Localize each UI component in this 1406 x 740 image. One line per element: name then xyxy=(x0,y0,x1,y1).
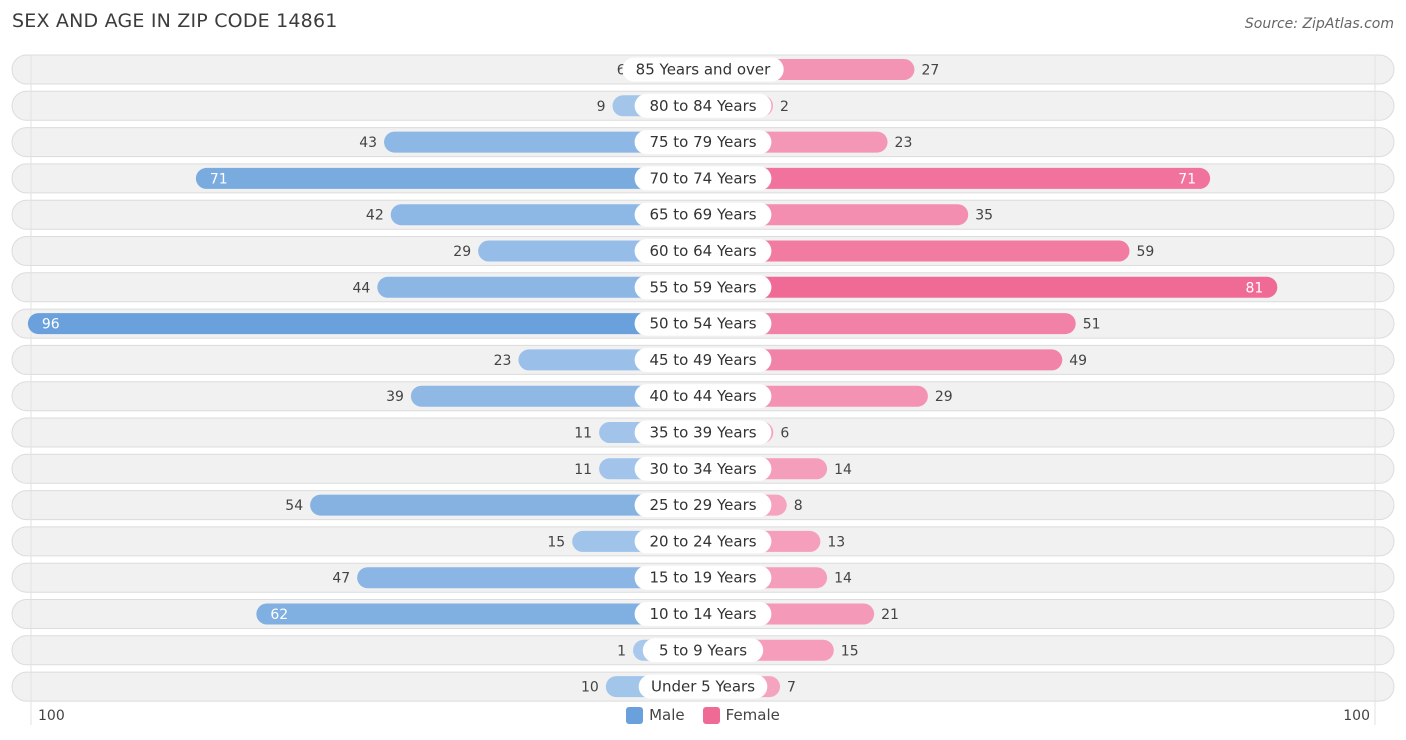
category-pill xyxy=(634,602,772,626)
category-label: 75 to 79 Years xyxy=(649,133,756,151)
category-pill xyxy=(634,239,772,263)
category-pill xyxy=(634,347,772,372)
value-label-male: 44 xyxy=(352,280,370,296)
value-label-female: 35 xyxy=(975,208,993,224)
value-label-male: 42 xyxy=(366,208,384,224)
value-label-female: 59 xyxy=(1136,244,1154,260)
bar-male xyxy=(377,276,703,298)
legend: Male Female xyxy=(0,706,1406,724)
value-label-female: 81 xyxy=(1245,280,1263,296)
category-pill xyxy=(634,311,772,336)
bar-male xyxy=(390,204,703,226)
category-label: Under 5 Years xyxy=(651,678,755,696)
bar-male xyxy=(195,167,703,189)
category-pill xyxy=(642,638,764,663)
value-label-female: 14 xyxy=(834,571,852,587)
legend-label-female: Female xyxy=(725,706,780,724)
value-label-female: 51 xyxy=(1083,317,1101,333)
bar-female xyxy=(703,349,1063,371)
bar-male xyxy=(357,567,703,589)
category-pill xyxy=(634,275,772,300)
legend-item-female: Female xyxy=(702,706,780,724)
bar-male xyxy=(256,603,703,625)
category-label: 45 to 49 Years xyxy=(649,351,756,369)
value-label-female: 7 xyxy=(787,680,796,696)
category-label: 5 to 9 Years xyxy=(659,641,747,659)
value-label-female: 49 xyxy=(1069,353,1087,369)
legend-item-male: Male xyxy=(626,706,685,724)
value-label-male: 9 xyxy=(597,99,606,115)
category-label: 40 to 44 Years xyxy=(649,387,756,405)
value-label-female: 23 xyxy=(895,135,913,151)
value-label-male: 1 xyxy=(617,643,626,659)
value-label-male: 6 xyxy=(617,63,626,79)
value-label-male: 71 xyxy=(210,171,228,187)
category-pill xyxy=(634,493,772,518)
legend-label-male: Male xyxy=(649,706,685,724)
legend-swatch-male xyxy=(626,706,644,724)
category-pill xyxy=(638,674,768,699)
category-label: 20 to 24 Years xyxy=(649,532,756,550)
category-label: 60 to 64 Years xyxy=(649,242,756,260)
category-pill xyxy=(634,565,772,590)
category-pill xyxy=(634,130,772,155)
bar-male xyxy=(27,313,703,335)
value-label-female: 8 xyxy=(794,498,803,514)
bar-male xyxy=(310,494,703,516)
value-label-female: 21 xyxy=(881,607,899,623)
bar-male xyxy=(384,131,703,153)
value-label-male: 23 xyxy=(494,353,512,369)
category-label: 80 to 84 Years xyxy=(649,97,756,115)
value-label-male: 11 xyxy=(574,426,592,442)
bar-male xyxy=(410,385,703,407)
value-label-male: 47 xyxy=(332,571,350,587)
category-pill xyxy=(634,384,772,409)
category-label: 35 to 39 Years xyxy=(649,424,756,442)
value-label-male: 10 xyxy=(581,680,599,696)
category-pill xyxy=(634,202,772,227)
axis-left-label: 100 xyxy=(38,708,65,724)
value-label-male: 62 xyxy=(270,607,288,623)
value-label-female: 29 xyxy=(935,389,953,405)
source-label: Source: ZipAtlas.com xyxy=(1244,16,1394,32)
category-label: 50 to 54 Years xyxy=(649,315,756,333)
category-label: 85 Years and over xyxy=(636,61,771,79)
category-pill xyxy=(634,166,772,191)
category-label: 10 to 14 Years xyxy=(649,605,756,623)
value-label-female: 27 xyxy=(921,63,939,79)
category-pill xyxy=(622,57,784,82)
category-label: 70 to 74 Years xyxy=(649,169,756,187)
value-label-female: 71 xyxy=(1178,171,1196,187)
bar-female xyxy=(703,240,1130,262)
value-label-male: 43 xyxy=(359,135,377,151)
category-pill xyxy=(634,420,772,445)
bar-female xyxy=(703,167,1211,189)
bar-female xyxy=(703,313,1076,335)
legend-swatch-female xyxy=(702,706,720,724)
bar-female xyxy=(703,276,1278,298)
value-label-male: 11 xyxy=(574,462,592,478)
value-label-female: 13 xyxy=(827,534,845,550)
value-label-male: 96 xyxy=(42,317,60,333)
value-label-male: 15 xyxy=(547,534,565,550)
category-pill xyxy=(634,529,772,554)
value-label-female: 15 xyxy=(841,643,859,659)
chart-title: SEX AND AGE IN ZIP CODE 14861 xyxy=(12,10,338,32)
category-label: 15 to 19 Years xyxy=(649,569,756,587)
value-label-male: 54 xyxy=(285,498,303,514)
category-label: 30 to 34 Years xyxy=(649,460,756,478)
category-pill xyxy=(634,93,772,118)
value-label-female: 6 xyxy=(780,426,789,442)
axis-right-label: 100 xyxy=(1343,708,1370,724)
value-label-male: 39 xyxy=(386,389,404,405)
value-label-male: 29 xyxy=(453,244,471,260)
category-label: 55 to 59 Years xyxy=(649,278,756,296)
category-label: 65 to 69 Years xyxy=(649,206,756,224)
category-label: 25 to 29 Years xyxy=(649,496,756,514)
value-label-female: 14 xyxy=(834,462,852,478)
category-pill xyxy=(634,456,772,481)
value-label-female: 2 xyxy=(780,99,789,115)
